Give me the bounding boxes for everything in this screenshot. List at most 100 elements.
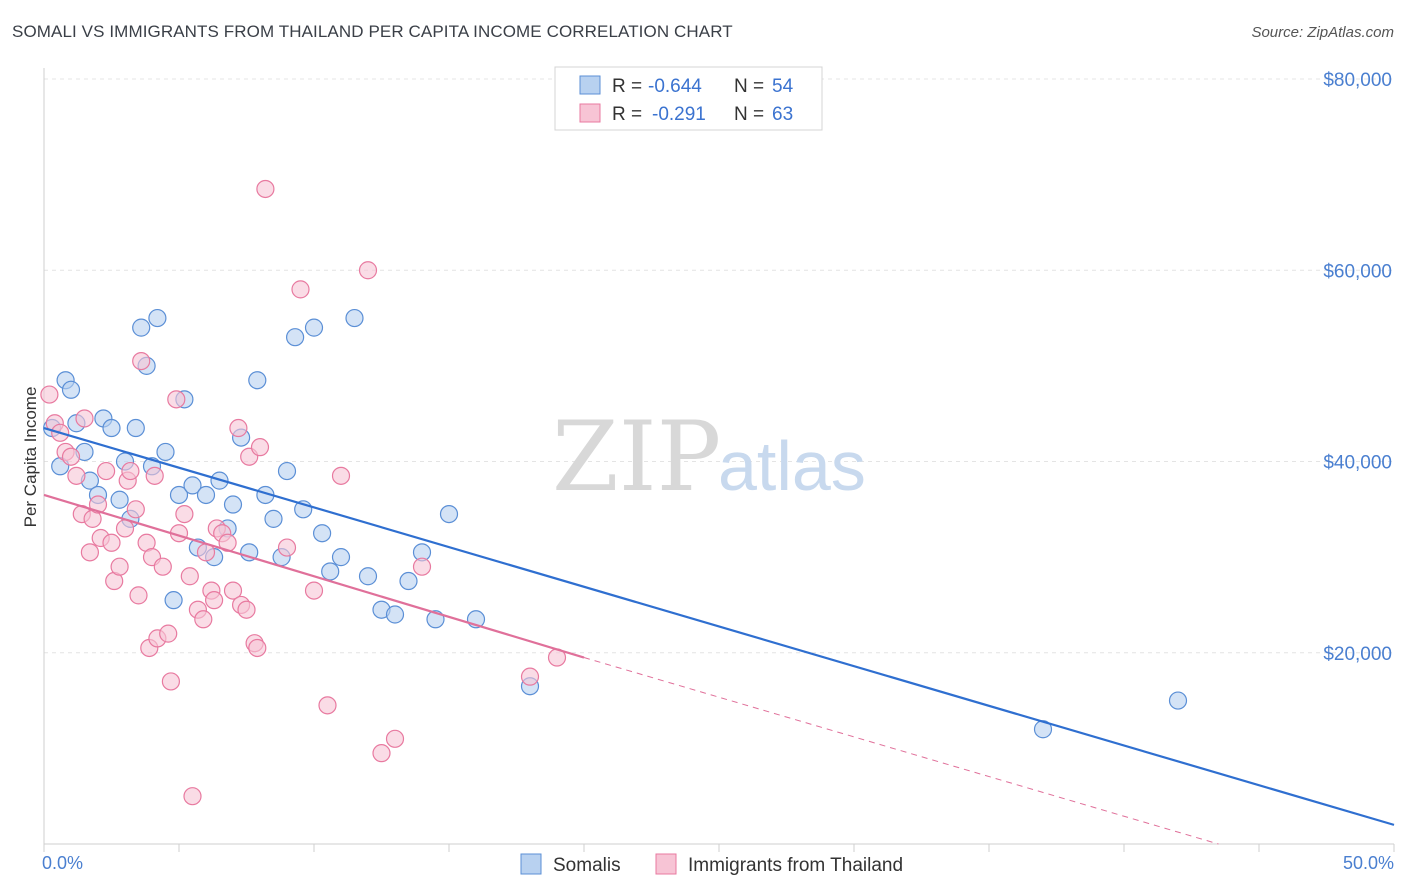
point-series0-18 [156, 442, 175, 462]
legend-r-value-2: -0.291 [652, 104, 706, 125]
point-series0-19 [164, 591, 183, 610]
point-series1-8 [80, 543, 100, 562]
point-series1-16 [115, 519, 135, 538]
legend-n-value-2: 63 [772, 104, 793, 125]
point-series1-49 [250, 438, 270, 457]
point-series1-18 [121, 461, 140, 481]
source-label: Source: ZipAtlas.com [1251, 24, 1394, 41]
point-series1-25 [145, 466, 164, 485]
x-tick-label-start: 0.0% [42, 853, 83, 873]
point-series0-45 [385, 605, 405, 624]
legend-n-value-1: 54 [772, 76, 794, 97]
watermark: ZIP atlas [552, 401, 866, 513]
axes [43, 68, 1395, 852]
point-series1-48 [248, 638, 267, 658]
trend-extension-series1 [583, 657, 1219, 845]
point-series0-14 [132, 318, 151, 337]
point-series0-3 [61, 380, 81, 399]
point-series1-55 [331, 466, 351, 485]
point-series1-28 [159, 624, 178, 643]
legend-n-label-2: N = [734, 104, 764, 125]
bottom-legend-swatch-somalis [520, 853, 542, 875]
watermark-zip: ZIP [552, 401, 721, 513]
bottom-legend-thailand: Immigrants from Thailand [688, 855, 903, 876]
point-series0-38 [304, 318, 324, 337]
point-series1-43 [229, 418, 248, 438]
bottom-legend-somalis: Somalis [553, 855, 621, 876]
y-tick-label-80000: $80,000 [1323, 70, 1392, 91]
point-series1-42 [223, 581, 243, 600]
point-series1-12 [96, 461, 116, 481]
point-series1-5 [67, 466, 86, 485]
point-series1-21 [132, 351, 151, 371]
point-series1-60 [520, 667, 540, 686]
point-series1-45 [237, 600, 256, 619]
point-series1-4 [61, 447, 81, 466]
point-series1-33 [180, 567, 199, 586]
point-series1-52 [291, 280, 310, 299]
point-series1-0 [40, 385, 59, 404]
point-series0-28 [223, 495, 243, 514]
point-series1-13 [102, 533, 121, 552]
point-series1-51 [277, 538, 297, 557]
point-series1-50 [256, 179, 275, 199]
point-series0-46 [399, 571, 418, 591]
bottom-legend: Somalis Immigrants from Thailand [520, 853, 903, 876]
point-series0-35 [277, 461, 297, 481]
point-series0-9 [102, 418, 121, 438]
point-series1-10 [88, 495, 108, 514]
point-series1-30 [167, 390, 186, 409]
point-series0-33 [264, 509, 283, 528]
point-series1-54 [318, 696, 337, 715]
point-series1-34 [183, 787, 202, 806]
legend-n-label-1: N = [734, 76, 764, 97]
legend-r-label-1: R = [612, 76, 642, 97]
trend-lines [43, 426, 1395, 845]
legend-r-value-1: -0.644 [648, 76, 702, 97]
point-series1-57 [372, 744, 391, 763]
point-series0-53 [1168, 691, 1188, 710]
gridlines [44, 78, 1394, 654]
point-series1-20 [129, 586, 148, 605]
data-points [40, 179, 1188, 806]
point-series0-41 [331, 548, 351, 567]
point-series1-32 [175, 504, 194, 524]
point-series0-20 [169, 485, 189, 505]
legend-swatch-thailand [579, 103, 601, 123]
watermark-atlas: atlas [718, 427, 866, 505]
point-series1-36 [194, 610, 213, 629]
point-series1-56 [358, 261, 378, 280]
trend-line-series0 [43, 426, 1395, 826]
point-series0-42 [345, 308, 364, 328]
point-series1-27 [153, 557, 172, 576]
legend-r-label-2: R = [612, 104, 642, 125]
point-series1-15 [110, 557, 129, 576]
point-series0-10 [110, 490, 129, 509]
point-series1-58 [385, 729, 405, 748]
bottom-legend-swatch-thailand [655, 853, 677, 875]
point-series0-22 [183, 476, 202, 495]
point-series0-31 [248, 371, 267, 390]
point-series0-43 [358, 567, 378, 586]
x-tick-label-end: 50.0% [1343, 853, 1394, 873]
point-series0-49 [439, 504, 459, 524]
point-series0-40 [321, 562, 340, 581]
point-series0-17 [148, 308, 167, 328]
legend-swatch-somalis [579, 75, 601, 95]
point-series0-39 [313, 524, 332, 543]
y-axis-label: Per Capita Income [21, 387, 40, 528]
point-series0-36 [286, 328, 305, 347]
legend: R = -0.644 N = 54 R = -0.291 N = 63 [554, 66, 823, 131]
y-tick-label-60000: $60,000 [1323, 261, 1392, 282]
trend-line-series1 [43, 493, 585, 659]
point-series1-59 [412, 557, 432, 576]
point-series1-7 [75, 409, 94, 428]
tick-labels: $20,000 $40,000 $60,000 $80,000 0.0% 50.0% [42, 70, 1394, 873]
point-series1-29 [161, 672, 180, 691]
point-series1-19 [126, 500, 145, 519]
y-tick-label-20000: $20,000 [1323, 644, 1392, 665]
y-tick-label-40000: $40,000 [1323, 453, 1392, 474]
chart-title: SOMALI VS IMMIGRANTS FROM THAILAND PER C… [12, 22, 733, 41]
point-series1-62 [205, 591, 224, 610]
